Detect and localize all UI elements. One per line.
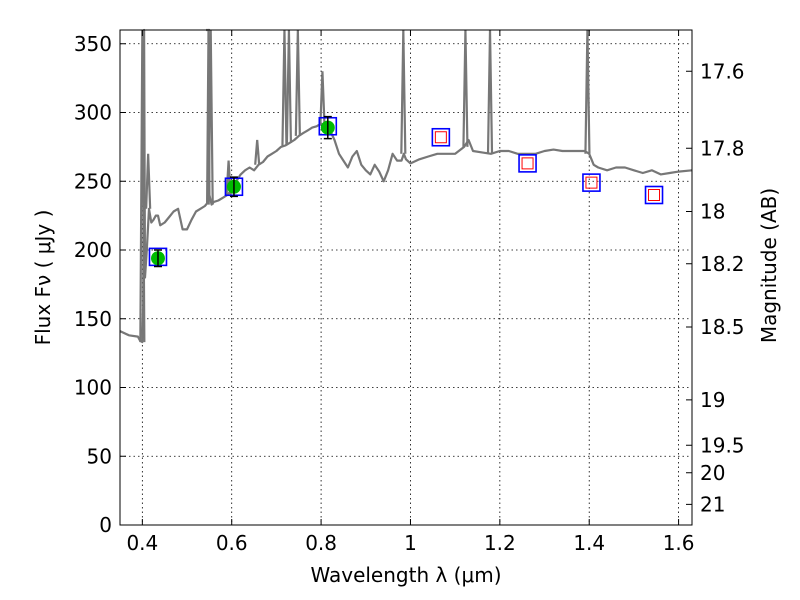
upper-photometry-square	[521, 157, 534, 170]
model-photometry-square	[431, 127, 451, 147]
emission-line-spike	[294, 29, 301, 136]
emission-line-spike	[486, 29, 494, 154]
emission-line-spike	[462, 29, 469, 147]
grid-layer	[120, 30, 692, 526]
y-tick-label: 200	[74, 238, 112, 262]
emission-line-spike	[281, 29, 288, 146]
magnitude-tick-label: 18	[700, 200, 725, 224]
x-tick-label: 1	[404, 531, 417, 555]
model-photometry-square	[582, 173, 601, 192]
labels-layer: 0.4 0.6 0.8 1 1.2 1.4 1.6 0 50 100 150 200 250 300 350…	[74, 32, 745, 555]
x-tick-label: 0.4	[126, 531, 158, 555]
y-tick-label: 150	[74, 307, 112, 331]
upper-photometry-square	[434, 131, 447, 144]
ticks-layer	[120, 30, 692, 526]
magnitude-tick-label: 21	[700, 492, 725, 516]
emission-line-spike	[254, 139, 261, 165]
y-tick-label: 250	[74, 169, 112, 193]
magnitude-tick-label: 17.6	[700, 59, 745, 83]
spectrum-line	[119, 28, 693, 344]
spectrum-layer	[119, 28, 693, 344]
y-tick-label: 50	[87, 444, 112, 468]
emission-line-spike	[285, 29, 293, 143]
x-tick-label: 0.6	[216, 531, 248, 555]
points-layer	[148, 115, 664, 268]
emission-line-spike	[400, 29, 407, 154]
magnitude-tick-label: 20	[700, 461, 725, 485]
y-tick-label: 100	[74, 376, 112, 400]
y-axis-label: Flux Fν ( μJy )	[31, 210, 55, 346]
emission-line-spike	[584, 29, 591, 154]
y-tick-label: 0	[99, 513, 112, 537]
y2-axis-label: Magnitude (AB)	[757, 188, 781, 343]
magnitude-tick-label: 17.8	[700, 136, 745, 160]
y-tick-label: 300	[74, 101, 112, 125]
magnitude-tick-label: 19	[700, 388, 725, 412]
magnitude-tick-label: 18.5	[700, 315, 745, 339]
upper-photometry-square	[648, 189, 661, 201]
emission-line-spike	[145, 153, 152, 209]
magnitude-tick-label: 19.5	[700, 433, 745, 457]
plot-frame	[119, 29, 693, 526]
emission-line-spike	[319, 71, 326, 124]
y-tick-label: 350	[74, 32, 112, 56]
x-tick-label: 1.4	[573, 531, 605, 555]
upper-photometry-square	[585, 176, 598, 189]
model-photometry-square	[518, 154, 537, 173]
magnitude-tick-label: 18.2	[700, 252, 745, 276]
model-photometry-square	[644, 185, 664, 205]
emission-line-spike	[207, 29, 214, 205]
x-tick-label: 1.6	[663, 531, 695, 555]
x-axis-label: Wavelength λ (μm)	[310, 563, 501, 587]
x-tick-label: 0.8	[305, 531, 337, 555]
x-tick-label: 1.2	[484, 531, 516, 555]
